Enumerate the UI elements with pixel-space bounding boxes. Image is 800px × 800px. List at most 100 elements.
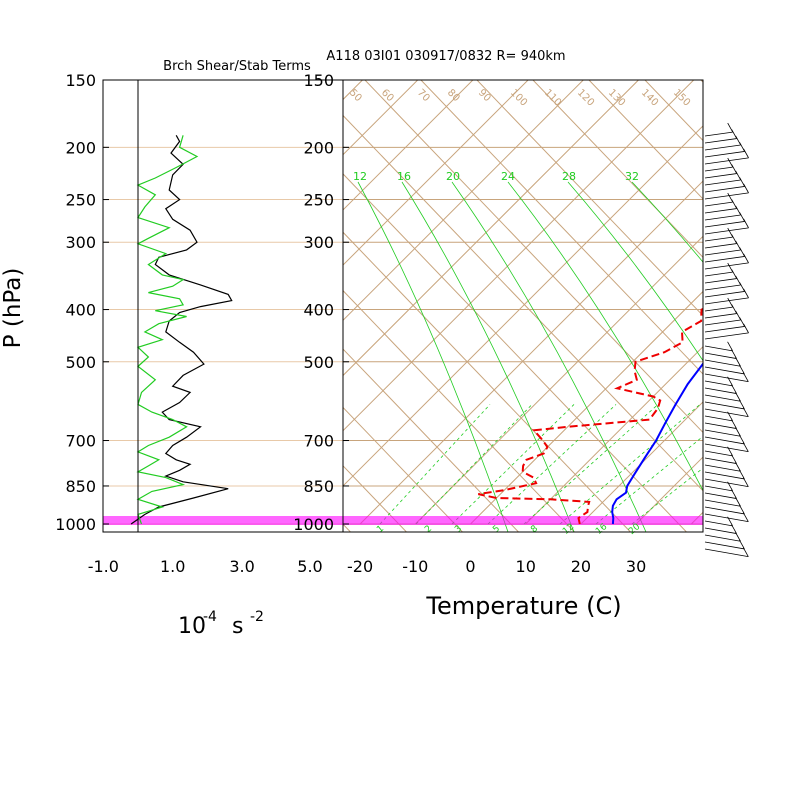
left-xtick-label: -1.0 (88, 557, 119, 576)
skew-isotherm (470, 290, 703, 525)
left-surface-band (103, 516, 343, 525)
wind-barb-flag (742, 442, 749, 452)
skew-dry-adiabat-label: 70 (415, 87, 432, 104)
wind-barb-flag (743, 288, 749, 299)
skew-dry-adiabat (0, 54, 194, 544)
skew-mixing-ratio-label: 8 (529, 524, 540, 536)
wind-barb-flag (731, 489, 737, 499)
left-ptick-label: 500 (65, 353, 96, 372)
skew-xtick-label: -20 (347, 557, 373, 576)
wind-barb (704, 436, 745, 445)
wind-barb (704, 157, 749, 165)
wind-barb (704, 478, 749, 488)
skew-xtick-label: 30 (626, 557, 646, 576)
skew-moist-adiabat (567, 181, 703, 362)
wind-barb (704, 271, 733, 277)
skew-isotherm (343, 80, 529, 266)
wind-barb (704, 359, 741, 367)
wind-barb (704, 262, 749, 270)
wind-barb (704, 249, 741, 256)
temperature-profile (611, 362, 703, 525)
wind-barb-flag (742, 477, 749, 487)
skew-surface-band (343, 516, 703, 525)
skew-isotherm (414, 235, 703, 525)
wind-barb-flag (735, 462, 741, 472)
wind-barb (704, 513, 749, 523)
skew-dry-adiabat-label: 140 (639, 87, 660, 108)
skew-moist-adiabat-label: 32 (625, 170, 639, 183)
wind-barb (704, 387, 737, 394)
skew-ptick-label: 400 (303, 301, 334, 320)
wind-barb (704, 499, 741, 507)
skew-mixing-ratio-label: 1 (375, 524, 386, 535)
wind-barb-flag (743, 323, 749, 334)
y-axis-label: P (hPa) (0, 268, 26, 349)
wind-barb-flag (735, 427, 741, 437)
skewt-profiles (478, 307, 703, 525)
wind-barb (704, 256, 745, 263)
skew-mixing-ratio-line (451, 404, 575, 525)
wind-barb (704, 278, 737, 284)
wind-barb (704, 457, 737, 464)
wind-barb-flag (743, 218, 749, 229)
skewt-frame (342, 79, 704, 533)
skew-ptick-label: 500 (303, 353, 334, 372)
wind-barbs (704, 122, 749, 558)
skew-xtick-label: -10 (402, 557, 428, 576)
wind-barb-flag (739, 469, 745, 480)
skew-isotherm (747, 0, 800, 524)
skewt-temperature-tick-labels: -20 -10 0 10 20 30 (347, 557, 646, 576)
wind-barb (704, 173, 737, 179)
skew-moist-adiabat-label: 20 (446, 170, 460, 183)
skew-moist-adiabat (401, 181, 575, 532)
skew-isotherm (525, 345, 703, 525)
wind-barb-flag (735, 497, 741, 507)
wind-barb-flag (727, 341, 733, 352)
skew-dry-adiabat (420, 80, 703, 375)
wind-barb (704, 352, 737, 359)
wind-barb-flag (731, 349, 737, 359)
wind-barb (704, 520, 733, 527)
wind-barb-flag (731, 384, 737, 394)
skew-ptick-label: 200 (303, 138, 334, 157)
wind-barb (704, 422, 737, 429)
skew-dry-adiabat (343, 114, 703, 492)
wind-barb (704, 236, 733, 242)
skew-dry-adiabat (343, 289, 576, 532)
wind-barb (704, 401, 745, 410)
left-ptick-label: 300 (65, 233, 96, 252)
left-ptick-label: 250 (65, 191, 96, 210)
wind-barb (704, 332, 749, 340)
left-xtick-label: 5.0 (297, 557, 322, 576)
left-xtick-label: 3.0 (229, 557, 254, 576)
skew-isotherm (0, 0, 402, 524)
skew-mixing-ratio-line (379, 404, 491, 525)
skew-dry-adiabat-label: 50 (347, 87, 364, 104)
left-xlabel-exp: -4 (203, 609, 217, 625)
left-ptick-label: 400 (65, 301, 96, 320)
wind-barb-flag (742, 512, 749, 522)
left-xtick-label: 1.0 (160, 557, 185, 576)
skew-dry-adiabat-label: 90 (476, 87, 493, 104)
wind-barb (704, 227, 749, 235)
skew-dry-adiabat (476, 80, 703, 317)
skew-moist-adiabat-label: 24 (501, 170, 515, 183)
skew-dry-adiabat (364, 80, 703, 434)
left-ptick-label: 150 (65, 71, 96, 90)
left-ptick-label: 700 (65, 432, 96, 451)
skew-isotherm (343, 80, 695, 432)
skew-isotherm (580, 401, 703, 525)
wind-barb-flag (743, 253, 749, 264)
wind-barb (704, 291, 745, 298)
skew-dry-adiabat (343, 406, 464, 532)
skew-moist-adiabat (507, 181, 703, 492)
skew-moist-adiabat (631, 181, 703, 263)
left-xlabel-unit-exp: -2 (250, 609, 264, 625)
wind-barb (704, 201, 733, 207)
left-ptick-label: 1000 (55, 515, 96, 534)
wind-barb (704, 443, 749, 453)
skew-ptick-label: 150 (303, 71, 334, 90)
wind-barb (704, 380, 733, 387)
skew-moist-adiabat-label: 28 (562, 170, 576, 183)
wind-barb (704, 534, 741, 542)
